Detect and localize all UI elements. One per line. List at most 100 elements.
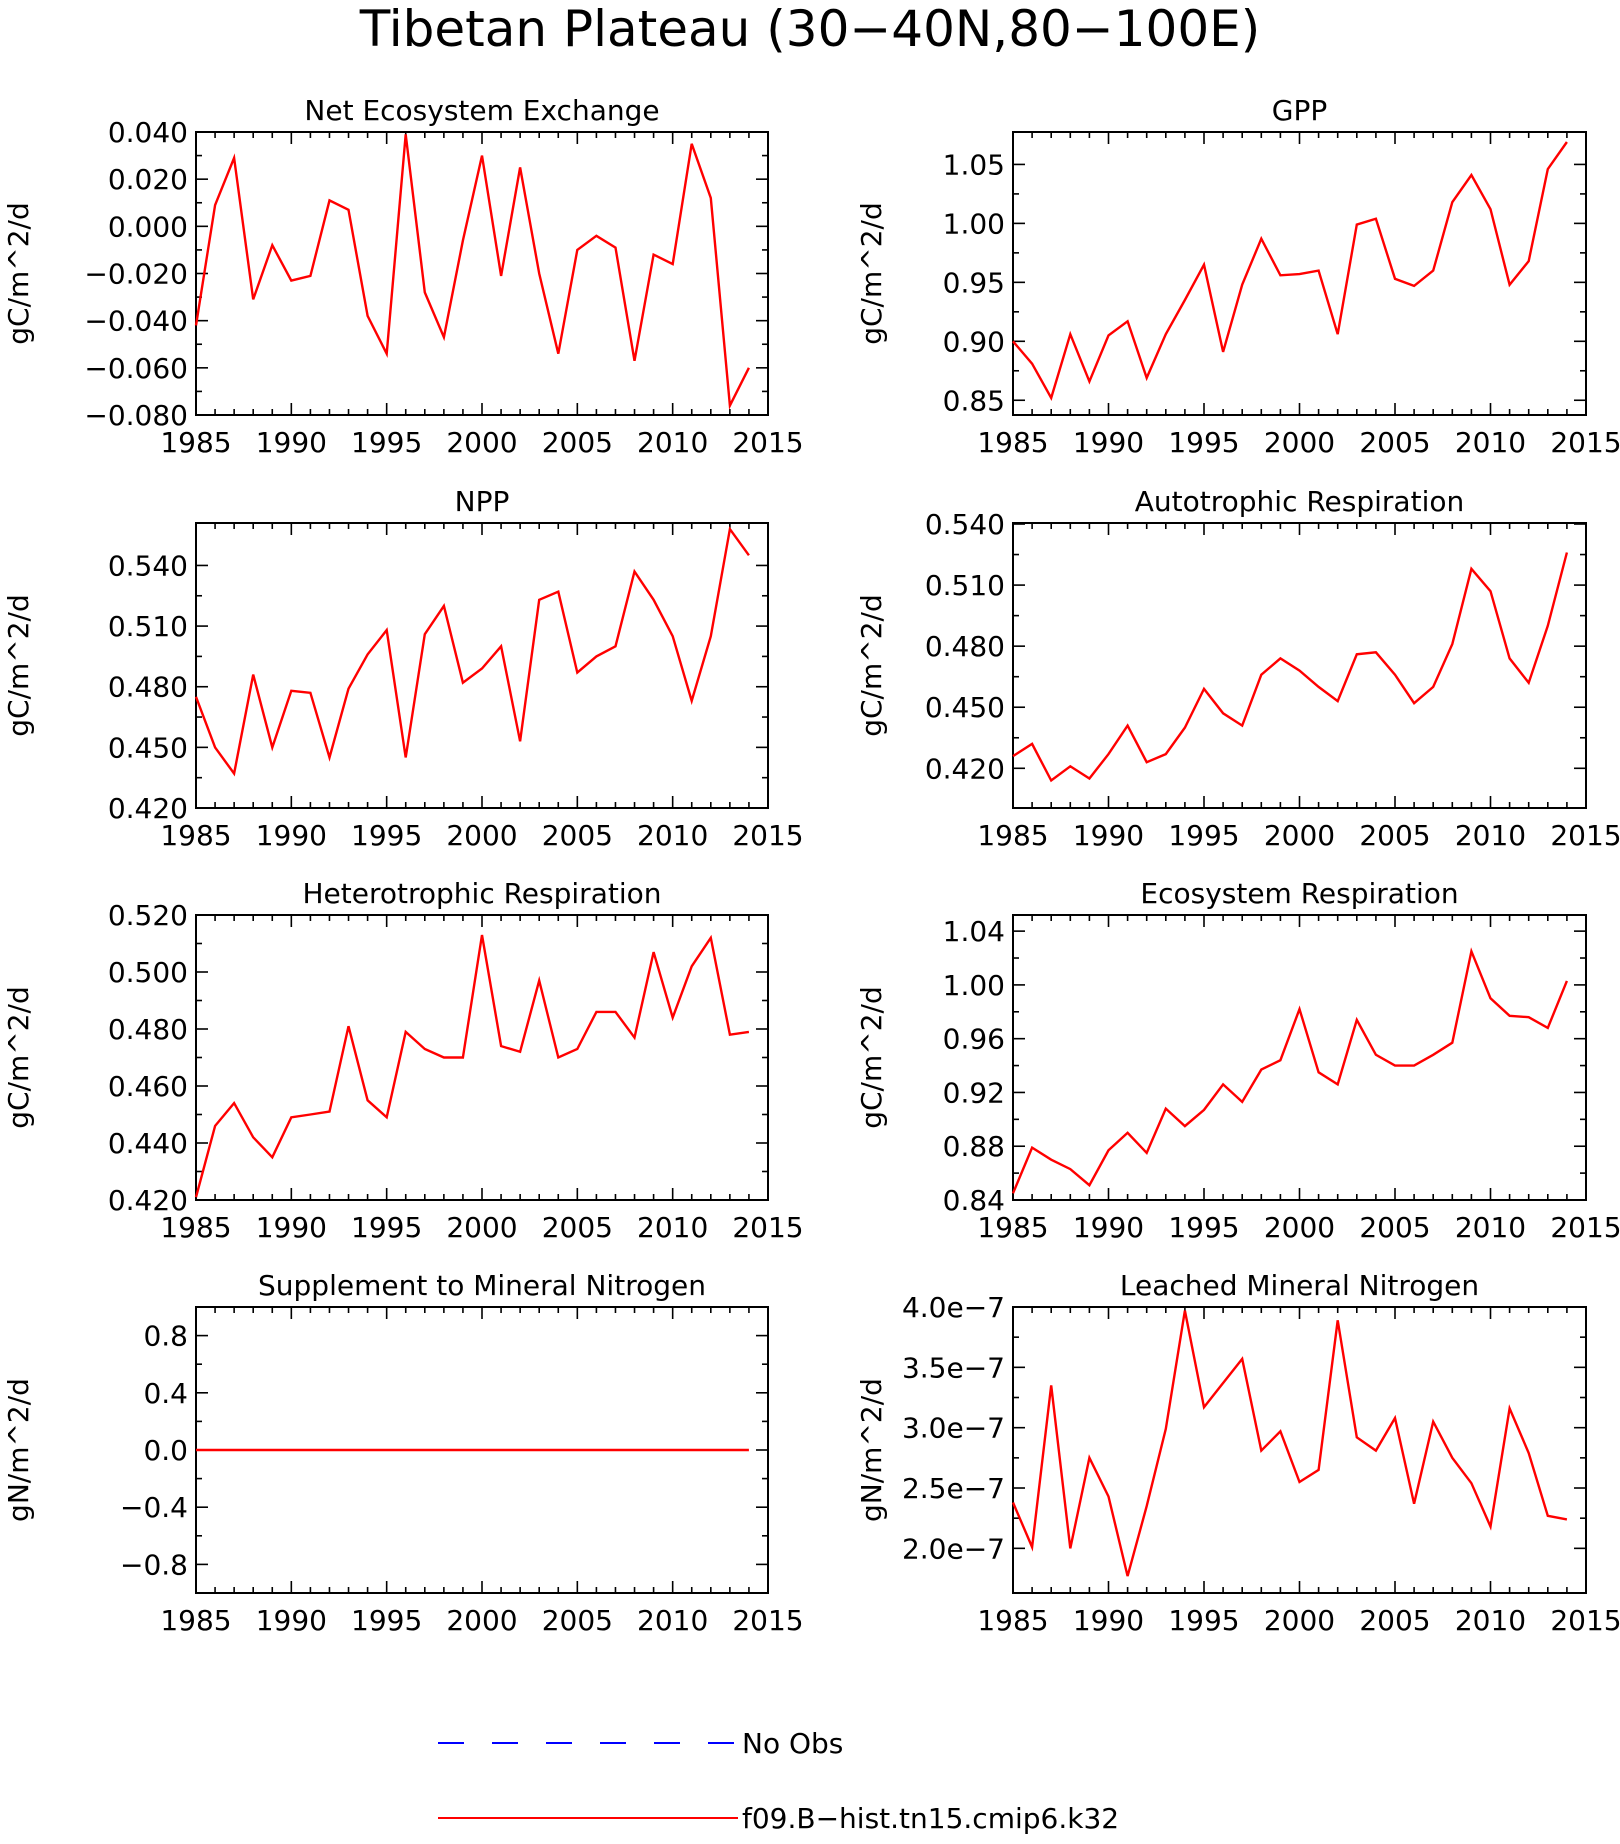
y-tick-label: 0.510 [925, 569, 1005, 602]
y-axis-label: gC/m^2/d [2, 986, 35, 1129]
y-tick-label: 0.90 [943, 325, 1005, 358]
x-tick-label: 2000 [1264, 819, 1335, 852]
y-tick-label: 1.05 [943, 148, 1005, 181]
x-tick-label: 2005 [1359, 426, 1430, 459]
y-tick-label: 0.000 [108, 210, 188, 243]
x-tick-label: 1995 [1168, 1604, 1239, 1637]
panel-title: Leached Mineral Nitrogen [1120, 1269, 1479, 1302]
series-line [1011, 1310, 1568, 1577]
y-tick-label: 0.440 [108, 1127, 188, 1160]
panel-autotrophic-respiration: 1985 1990 1995 2000 2005 2010 2015 0.420 0.450 0.… [855, 485, 1620, 852]
y-tick-label: 0.420 [108, 1184, 188, 1217]
x-tick-label: 2015 [1550, 426, 1620, 459]
y-tick-label: 0.8 [143, 1320, 188, 1353]
x-tick-label: 2005 [542, 426, 613, 459]
y-axis-label: gC/m^2/d [2, 202, 35, 345]
x-tick-label: 2005 [1359, 1604, 1430, 1637]
y-tick-label: 0.040 [108, 116, 188, 149]
panel-npp: 1985 1990 1995 2000 2005 2010 2015 0.420 0.450 0.… [2, 485, 804, 852]
x-tick-label: 2010 [637, 1211, 708, 1244]
figure-title: Tibetan Plateau (30−40N,80−100E) [359, 0, 1261, 58]
y-tick-label: 1.04 [943, 915, 1005, 948]
x-tick-label: 1990 [256, 819, 327, 852]
y-axis-label: gN/m^2/d [855, 1378, 888, 1522]
y-tick-label: −0.060 [84, 352, 188, 385]
x-tick-label: 1985 [977, 1211, 1048, 1244]
y-tick-label: 0.540 [108, 549, 188, 582]
y-tick-label: 0.420 [925, 752, 1005, 785]
y-tick-label: 0.4 [143, 1377, 188, 1410]
y-tick-label: −0.040 [84, 305, 188, 338]
x-tick-label: 1995 [351, 1604, 422, 1637]
panel-heterotrophic-respiration: 1985 1990 1995 2000 2005 2010 2015 0.420 0.440 0.… [2, 877, 804, 1244]
x-tick-label: 2010 [637, 1604, 708, 1637]
x-tick-label: 1985 [160, 1604, 231, 1637]
x-tick-label: 2010 [637, 426, 708, 459]
y-tick-label: 2.5e−7 [902, 1472, 1005, 1505]
series-line [194, 134, 750, 410]
x-tick-label: 2005 [542, 1604, 613, 1637]
x-tick-label: 2015 [732, 1604, 803, 1637]
y-tick-label: 0.420 [108, 792, 188, 825]
x-tick-label: 2010 [1455, 1604, 1526, 1637]
x-tick-label: 2005 [542, 1211, 613, 1244]
y-tick-label: −0.4 [120, 1491, 188, 1524]
y-tick-label: 0.96 [943, 1023, 1005, 1056]
x-tick-label: 2015 [1550, 1604, 1620, 1637]
y-tick-label: 0.95 [943, 266, 1005, 299]
panel-net-ecosystem-exchange: 1985 1990 1995 2000 2005 2010 2015 −0.080 −0.060… [2, 94, 804, 459]
y-tick-label: 0.510 [108, 610, 188, 643]
y-tick-label: 0.520 [108, 899, 188, 932]
y-tick-label: 0.480 [108, 671, 188, 704]
y-tick-label: 1.00 [943, 969, 1005, 1002]
y-tick-label: 0.85 [943, 384, 1005, 417]
series-line [1012, 141, 1568, 401]
x-tick-label: 2000 [446, 1604, 517, 1637]
x-tick-label: 1990 [256, 1211, 327, 1244]
panel-supplement-to-mineral-nitrogen: 1985 1990 1995 2000 2005 2010 2015 −0.8 −0.4 0.0 0… [2, 1269, 804, 1637]
panel-ecosystem-respiration: 1985 1990 1995 2000 2005 2010 2015 0.84 0.88 0.92… [855, 877, 1620, 1244]
x-tick-label: 1985 [160, 819, 231, 852]
x-tick-label: 2015 [1550, 1211, 1620, 1244]
x-tick-label: 2000 [446, 1211, 517, 1244]
chart-panels: 1985 1990 1995 2000 2005 2010 2015 −0.080 −0.060… [2, 94, 1620, 1637]
x-tick-label: 2005 [542, 819, 613, 852]
y-tick-label: 0.84 [943, 1184, 1005, 1217]
panel-title: Net Ecosystem Exchange [304, 94, 659, 127]
x-tick-label: 2015 [732, 426, 803, 459]
y-tick-label: −0.020 [84, 258, 188, 291]
y-tick-label: 0.480 [108, 1013, 188, 1046]
x-tick-label: 2015 [732, 819, 803, 852]
y-tick-label: 3.0e−7 [902, 1412, 1005, 1445]
y-axis-label: gC/m^2/d [2, 594, 35, 737]
y-tick-label: 0.020 [108, 163, 188, 196]
series-line [194, 934, 750, 1198]
panel-title: Supplement to Mineral Nitrogen [258, 1269, 706, 1302]
x-tick-label: 1985 [977, 1604, 1048, 1637]
legend: No Obs f09.B−hist.tn15.cmip6.k32 [438, 1727, 1119, 1835]
panel-title: Heterotrophic Respiration [303, 877, 662, 910]
panel-title: GPP [1272, 94, 1327, 127]
x-tick-label: 2010 [637, 819, 708, 852]
x-tick-label: 1990 [256, 1604, 327, 1637]
series-line [1012, 552, 1569, 783]
y-tick-label: −0.8 [120, 1548, 188, 1581]
x-tick-label: 1995 [1168, 819, 1239, 852]
y-tick-label: 0.480 [925, 630, 1005, 663]
x-tick-label: 2000 [446, 819, 517, 852]
y-tick-label: 0.460 [108, 1070, 188, 1103]
y-tick-label: 1.00 [943, 207, 1005, 240]
y-tick-label: 2.0e−7 [902, 1532, 1005, 1565]
x-tick-label: 2010 [1455, 1211, 1526, 1244]
y-tick-label: 4.0e−7 [902, 1291, 1005, 1324]
x-tick-label: 1995 [1168, 1211, 1239, 1244]
panel-title: NPP [455, 485, 510, 518]
x-tick-label: 2015 [732, 1211, 803, 1244]
x-tick-label: 2005 [1359, 1211, 1430, 1244]
y-tick-label: 0.92 [943, 1076, 1005, 1109]
x-tick-label: 1990 [1073, 819, 1144, 852]
plot-frame [1012, 914, 1587, 1201]
x-tick-label: 1985 [977, 819, 1048, 852]
y-tick-label: 3.5e−7 [902, 1351, 1005, 1384]
